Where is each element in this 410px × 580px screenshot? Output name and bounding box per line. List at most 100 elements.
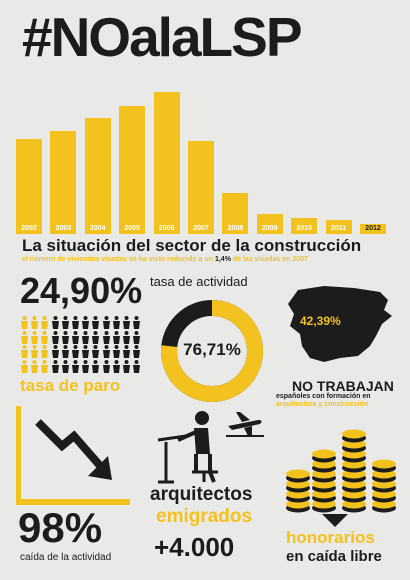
person-icon [61, 330, 69, 344]
architect-desk-icon [157, 411, 218, 484]
person-icon [133, 345, 141, 358]
bar-2008 [222, 193, 249, 234]
person-icon [112, 359, 120, 373]
bar-label: 2009 [262, 225, 278, 232]
paro-label: tasa de paro [20, 376, 121, 395]
person-icon [21, 345, 28, 358]
person-icon [82, 330, 90, 344]
spain-map-icon [288, 286, 392, 362]
person-icon [123, 345, 130, 358]
person-icon [31, 316, 39, 329]
bar-label: 2012 [365, 225, 381, 232]
down-trend-arrow-icon [16, 406, 130, 505]
caida-label: caída de la actividad [20, 552, 112, 563]
arquitectos-line1: arquitectos [150, 484, 253, 505]
person-icon [92, 316, 100, 329]
no-trabajan-line2: arquitectura y construcción [276, 401, 369, 408]
person-icon [21, 316, 28, 329]
honorarios-line2: en caída libre [286, 548, 382, 565]
person-icon [82, 316, 90, 329]
subtitle: el número de viviendas visadas se ha vis… [22, 256, 308, 263]
person-icon [41, 359, 49, 373]
no-trabajan-title: NO TRABAJAN [292, 378, 394, 394]
person-icon [51, 359, 59, 373]
person-icon [21, 359, 28, 373]
person-icon [112, 330, 120, 344]
person-icon [72, 359, 79, 373]
person-icon [51, 316, 59, 329]
person-icon [72, 330, 79, 344]
page-title: #NOalaLSP [22, 6, 303, 68]
bar-label: 2008 [227, 225, 244, 232]
bar-2004 [84, 118, 111, 234]
person-icon [61, 359, 69, 373]
bar-label: 2004 [90, 225, 106, 232]
donut-arc [161, 300, 263, 402]
bar-2010 [291, 218, 318, 234]
subtitle-suffix: de las visadas en 2007 [230, 256, 308, 263]
headline: La situación del sector de la construcci… [22, 236, 362, 255]
bar-2011 [325, 220, 352, 234]
person-icon [102, 330, 110, 344]
person-icon [102, 345, 110, 358]
person-icon [41, 345, 49, 358]
bar-label: 2005 [124, 225, 140, 232]
person-icon [133, 316, 141, 329]
person-icon [123, 359, 130, 373]
subtitle-prefix: el número de viviendas visadas se ha vis… [22, 256, 215, 263]
bar-2006 [153, 92, 180, 234]
bar-2007 [188, 141, 214, 234]
person-icon [31, 330, 39, 344]
person-icon [92, 345, 100, 358]
honorarios-line1: honorarios [286, 528, 375, 547]
person-icon [72, 316, 79, 329]
down-triangle-icon [322, 514, 348, 527]
bar-2012 [360, 224, 386, 234]
bar-label: 2006 [158, 225, 175, 232]
paro-value: 24,90% [20, 270, 143, 311]
person-icon [61, 316, 69, 329]
person-icon [51, 330, 59, 344]
person-icon [82, 345, 90, 358]
actividad-label: tasa de actividad [150, 274, 248, 289]
person-icon [31, 345, 39, 358]
bar-label: 2010 [296, 225, 312, 232]
person-icon [133, 359, 141, 373]
bar-label: 2011 [331, 225, 347, 232]
bar-chart: 2002 2003 2004 2005 2006 2007 2008 2009 2010 2011… [16, 86, 394, 234]
person-icon [61, 345, 69, 358]
no-trabajan-value: 42,39% [300, 314, 341, 328]
person-icon [123, 316, 130, 329]
person-icon [21, 330, 28, 344]
bar-label: 2007 [193, 225, 209, 232]
person-icon [112, 345, 120, 358]
bar-label: 2002 [21, 225, 37, 232]
person-icon [92, 330, 100, 344]
person-icon [31, 359, 39, 373]
arquitectos-line2: emigrados [156, 506, 253, 527]
person-icon [41, 316, 49, 329]
actividad-donut [161, 300, 263, 402]
people-grid [20, 316, 142, 374]
person-icon [102, 316, 110, 329]
actividad-value: 76,71% [183, 340, 241, 359]
bar-2009 [256, 214, 283, 234]
person-icon [133, 330, 141, 344]
airplane-icon [226, 412, 264, 437]
person-icon [112, 316, 120, 329]
person-icon [102, 359, 110, 373]
person-icon [92, 359, 100, 373]
person-icon [72, 345, 79, 358]
no-trabajan-line1: españoles con formación en [276, 393, 371, 400]
bar-2003 [50, 131, 77, 234]
subtitle-highlight: 1,4% [214, 256, 231, 263]
arquitectos-count: +4.000 [154, 532, 235, 562]
bar-label: 2003 [55, 225, 72, 232]
person-icon [82, 359, 90, 373]
bar-2005 [119, 106, 146, 234]
person-icon [123, 330, 130, 344]
caida-value: 98% [18, 504, 103, 551]
person-icon [51, 345, 59, 358]
coin-stack-icon [286, 429, 396, 513]
person-icon [41, 330, 49, 344]
